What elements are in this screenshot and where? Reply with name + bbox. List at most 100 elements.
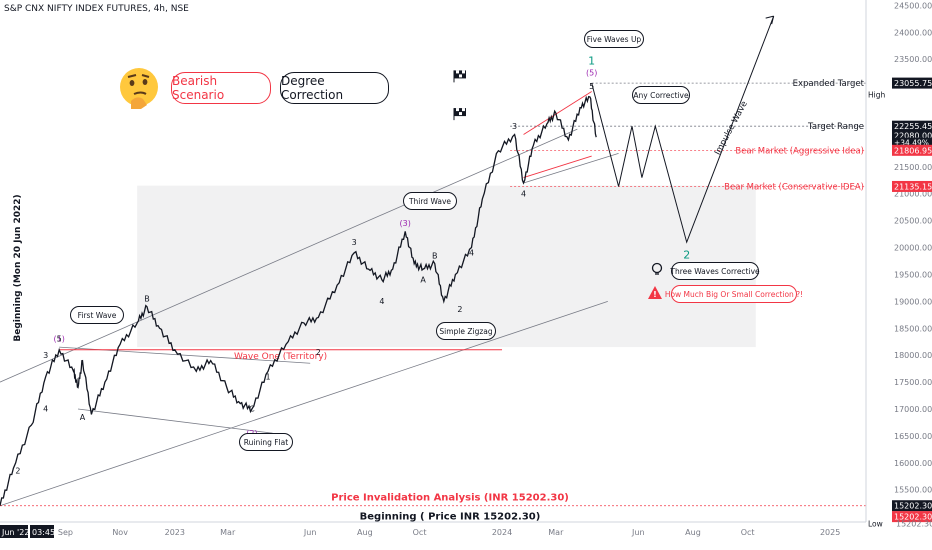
wave-3-c: 3 — [512, 122, 517, 131]
y-tick-8: 19500.00 — [894, 270, 932, 279]
channel-upper — [0, 128, 578, 383]
wave-3-b: 3 — [352, 238, 357, 247]
label-bear-aggressive: Bear Market (Aggressive Idea) — [735, 146, 864, 156]
y-tick-0: 24000.00 — [894, 28, 932, 37]
x-tick-9: 2024 — [492, 528, 512, 537]
symbol-header: S&P CNX NIFTY INDEX FUTURES, 4h, NSE — [4, 4, 189, 14]
price-label-0: 23055.75 — [894, 79, 932, 88]
x-tick-3: Nov — [112, 528, 128, 537]
label-wave-one: Wave One (Territory) — [234, 352, 327, 362]
first-wave-tag: First Wave — [70, 306, 124, 324]
wave-5-major: (5) — [586, 68, 597, 77]
price-label-8: 15202.30 — [894, 513, 932, 522]
wave-2-green: 2 — [683, 248, 690, 261]
wave-b-2: B — [432, 251, 438, 260]
wave-3-a: 3 — [43, 351, 48, 360]
x-tick-7: Aug — [357, 528, 373, 537]
projection-path — [591, 15, 775, 244]
price-label-7: 15202.30 — [894, 502, 932, 511]
wave-2-d: 2 — [15, 467, 20, 476]
wave-a-2: A — [420, 276, 426, 285]
channel-minor — [523, 152, 619, 184]
x-tick-13: Oct — [741, 528, 755, 537]
wedge-upper — [523, 91, 592, 135]
x-tick-5: Mar — [220, 528, 236, 537]
x-tick-2: Sep — [58, 528, 73, 537]
x-tick-4: 2023 — [165, 528, 185, 537]
flag-top — [453, 70, 466, 83]
any-corrective-tag: Any Corrective — [632, 86, 690, 104]
warning-mark: ! — [653, 290, 657, 299]
wave-a-1: A — [80, 413, 86, 422]
wave-c-1: C — [249, 405, 255, 414]
flag-top-sq3 — [459, 74, 462, 78]
y-tick-13: 17000.00 — [894, 405, 932, 414]
flat-line-a — [77, 408, 273, 434]
x-tick-12: Aug — [685, 528, 701, 537]
wave-3-major: (3) — [400, 219, 411, 228]
y-tick-14: 16500.00 — [894, 432, 932, 441]
price-label-3: 22080.00 — [894, 132, 932, 141]
x-tick-0: Jun '22 — [1, 528, 29, 537]
wave-1-green: 1 — [588, 55, 595, 68]
x-tick-6: Jun — [303, 528, 317, 537]
thinking-face-icon — [117, 65, 161, 109]
y-tick-11: 18000.00 — [894, 351, 932, 360]
label-invalidation: Price Invalidation Analysis (INR 15202.3… — [331, 493, 569, 504]
warning-icon — [648, 286, 662, 299]
simple-zigzag-tag: Simple Zigzag — [436, 322, 496, 340]
x-tick-1: 03:45 — [32, 528, 55, 537]
x-tick-bg-0 — [0, 525, 28, 538]
price-label-5: 21806.95 — [894, 146, 932, 155]
y-tick-12: 17500.00 — [894, 378, 932, 387]
wave-1-c: 4 — [469, 249, 474, 258]
x-tick-14: 2025 — [820, 528, 840, 537]
y-tick-4: 21500.00 — [894, 163, 932, 172]
label-bear-conservative: Bear Market (Conservative IDEA) — [724, 182, 864, 192]
wave-4-c: 4 — [521, 189, 526, 198]
price-label-bg-8 — [892, 511, 932, 523]
label-beginning-price: Beginning ( Price INR 15202.30) — [360, 512, 541, 523]
wave-b-1: B — [144, 294, 150, 303]
five-waves-up-tag: Five Waves Up — [584, 30, 644, 48]
price-axis-bg — [866, 0, 932, 550]
y-tick-10: 18500.00 — [894, 324, 932, 333]
x-tick-10: Mar — [548, 528, 564, 537]
flag-mid-sq2 — [462, 108, 465, 112]
three-waves-corrective-tag: Three Waves Corrective — [670, 262, 760, 280]
price-series-line — [0, 95, 597, 506]
y-tick-15: 16000.00 — [894, 459, 932, 468]
time-axis-bg — [0, 522, 866, 550]
price-label-bg-3 — [892, 130, 932, 142]
price-label-bg-7 — [892, 500, 932, 512]
y-tick-19: 24500.00 — [894, 1, 932, 10]
price-label-bg-5 — [892, 144, 932, 156]
ruining-flat-tag: Ruining Flat — [239, 433, 293, 451]
bearish-scenario-pill: Bearish Scenario — [171, 72, 271, 104]
wave-2-c: 2 — [457, 305, 462, 314]
y-tick-7: 20000.00 — [894, 244, 932, 253]
y-tick-6: 20500.00 — [894, 217, 932, 226]
price-label-9: Low — [868, 520, 883, 529]
wave-1-major: (1) — [53, 335, 64, 344]
price-label-4: +34.49% — [894, 139, 929, 148]
flag-mid-sq1 — [456, 108, 459, 112]
degree-correction-pill: Degree Correction — [280, 72, 389, 104]
y-tick-16: 15500.00 — [894, 486, 932, 495]
price-label-10: 15202.30 — [896, 520, 932, 529]
price-label-6: 21135.15 — [894, 182, 932, 191]
correction-question-tag: How Much Big Or Small Correction ?! — [665, 285, 803, 303]
flag-mid — [453, 108, 466, 121]
wedge-lower — [523, 155, 592, 179]
wave-5-a: 5 — [57, 335, 62, 344]
label-beginning-date: Beginning (Mon 20 Jun 2022) — [13, 194, 23, 341]
y-tick-9: 19000.00 — [894, 297, 932, 306]
lightbulb-icon — [651, 262, 663, 274]
price-pct-bg — [892, 137, 932, 148]
wave-4-b: 4 — [379, 297, 384, 306]
x-tick-11: Jun — [631, 528, 645, 537]
price-label-bg-6 — [892, 180, 932, 192]
price-label-bg-2 — [892, 120, 932, 132]
